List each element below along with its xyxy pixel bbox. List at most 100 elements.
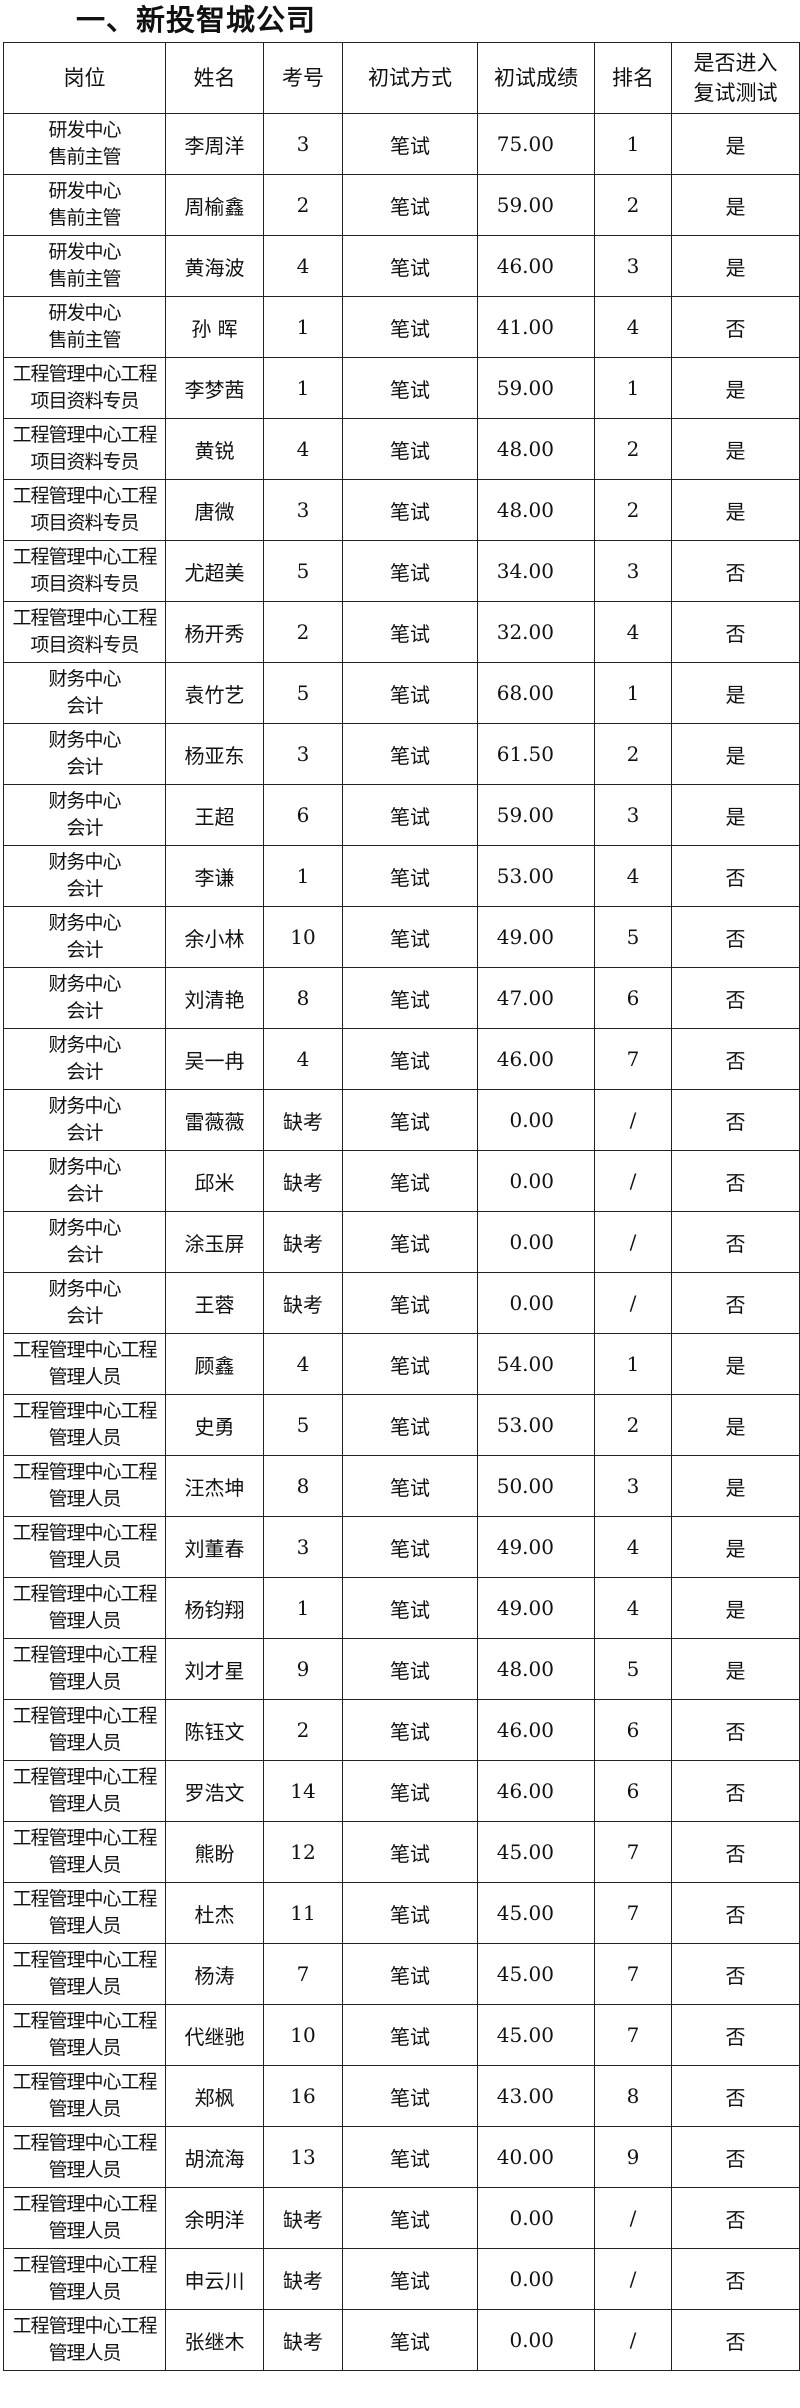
cell-method: 笔试 <box>342 723 478 785</box>
table-row: 工程管理中心工程管理人员 刘才星 9 笔试 48.00 5 是 <box>3 1638 800 1700</box>
cell-score: 0.00 <box>477 2309 595 2371</box>
table-row: 财务中心会计 雷薇薇 缺考 笔试 0.00/否 <box>3 1089 800 1151</box>
cell-name: 刘清艳 <box>165 967 264 1029</box>
cell-score: 46.00 <box>477 235 595 297</box>
cell-method: 笔试 <box>342 1882 478 1944</box>
cell-position: 工程管理中心工程管理人员 <box>3 1333 166 1395</box>
cell-exam-no: 8 <box>263 967 343 1029</box>
table-row: 工程管理中心工程管理人员 余明洋 缺考 笔试 0.00/否 <box>3 2187 800 2249</box>
cell-score: 34.00 <box>477 540 595 602</box>
cell-name: 杨涛 <box>165 1943 264 2005</box>
cell-rank: 7 <box>594 1028 672 1090</box>
cell-method: 笔试 <box>342 1699 478 1761</box>
table-row: 研发中心售前主管孙 晖 1 笔试 41.00 4 否 <box>3 296 800 358</box>
header-row: 岗位 姓名 考号 初试方式 初试成绩 排名 是否进入复试测试 <box>3 42 800 114</box>
cell-exam-no: 缺考 <box>263 1272 343 1334</box>
cell-position: 工程管理中心工程管理人员 <box>3 2187 166 2249</box>
cell-score: 45.00 <box>477 1943 595 2005</box>
cell-name: 周榆鑫 <box>165 174 264 236</box>
cell-score: 45.00 <box>477 1821 595 1883</box>
cell-advance: 是 <box>671 1394 800 1456</box>
cell-name: 孙 晖 <box>165 296 264 358</box>
cell-position: 研发中心售前主管 <box>3 235 166 297</box>
cell-advance: 是 <box>671 1455 800 1517</box>
table-row: 工程管理中心工程管理人员 张继木 缺考 笔试 0.00/否 <box>3 2309 800 2371</box>
cell-advance: 是 <box>671 1638 800 1700</box>
cell-rank: / <box>594 2248 672 2310</box>
cell-position: 工程管理中心工程项目资料专员 <box>3 357 166 419</box>
cell-position: 财务中心会计 <box>3 906 166 968</box>
cell-score: 59.00 <box>477 357 595 419</box>
cell-advance: 是 <box>671 1333 800 1395</box>
cell-name: 罗浩文 <box>165 1760 264 1822</box>
cell-advance: 否 <box>671 1089 800 1151</box>
cell-score: 0.00 <box>477 2248 595 2310</box>
cell-score: 48.00 <box>477 1638 595 1700</box>
table-row: 工程管理中心工程项目资料专员 尤超美 5 笔试 34.00 3 否 <box>3 540 800 602</box>
cell-advance: 否 <box>671 1943 800 2005</box>
cell-method: 笔试 <box>342 1394 478 1456</box>
cell-exam-no: 9 <box>263 1638 343 1700</box>
cell-exam-no: 3 <box>263 723 343 785</box>
cell-rank: 4 <box>594 601 672 663</box>
cell-name: 黄海波 <box>165 235 264 297</box>
header-name: 姓名 <box>165 42 264 114</box>
cell-method: 笔试 <box>342 1638 478 1700</box>
cell-method: 笔试 <box>342 1150 478 1212</box>
cell-exam-no: 16 <box>263 2065 343 2127</box>
cell-position: 工程管理中心工程管理人员 <box>3 1821 166 1883</box>
cell-exam-no: 14 <box>263 1760 343 1822</box>
cell-method: 笔试 <box>342 2187 478 2249</box>
cell-exam-no: 1 <box>263 845 343 907</box>
cell-exam-no: 缺考 <box>263 2248 343 2310</box>
cell-score: 59.00 <box>477 174 595 236</box>
table-row: 工程管理中心工程项目资料专员 唐微 3 笔试 48.00 2 是 <box>3 479 800 541</box>
header-rank: 排名 <box>594 42 672 114</box>
cell-rank: 1 <box>594 662 672 724</box>
cell-score: 45.00 <box>477 1882 595 1944</box>
cell-name: 刘才星 <box>165 1638 264 1700</box>
cell-advance: 是 <box>671 723 800 785</box>
cell-exam-no: 4 <box>263 235 343 297</box>
cell-exam-no: 缺考 <box>263 1211 343 1273</box>
cell-name: 史勇 <box>165 1394 264 1456</box>
cell-advance: 否 <box>671 2187 800 2249</box>
cell-position: 工程管理中心工程管理人员 <box>3 1455 166 1517</box>
cell-exam-no: 缺考 <box>263 2309 343 2371</box>
table-row: 工程管理中心工程管理人员 刘董春 3 笔试 49.00 4 是 <box>3 1516 800 1578</box>
section-title: 一、新投智城公司 <box>76 3 317 37</box>
cell-method: 笔试 <box>342 1943 478 2005</box>
cell-rank: / <box>594 1211 672 1273</box>
cell-name: 黄锐 <box>165 418 264 480</box>
cell-score: 0.00 <box>477 1089 595 1151</box>
cell-exam-no: 2 <box>263 174 343 236</box>
cell-name: 杨开秀 <box>165 601 264 663</box>
cell-rank: 6 <box>594 1760 672 1822</box>
cell-method: 笔试 <box>342 1333 478 1395</box>
cell-position: 工程管理中心工程管理人员 <box>3 2065 166 2127</box>
table-row: 工程管理中心工程管理人员 胡流海 13 笔试 40.00 9 否 <box>3 2126 800 2188</box>
cell-score: 59.00 <box>477 784 595 846</box>
cell-advance: 否 <box>671 2065 800 2127</box>
table-row: 财务中心会计 邱米 缺考 笔试 0.00/否 <box>3 1150 800 1212</box>
cell-method: 笔试 <box>342 296 478 358</box>
cell-score: 49.00 <box>477 906 595 968</box>
cell-name: 顾鑫 <box>165 1333 264 1395</box>
table-row: 工程管理中心工程管理人员 代继驰 10 笔试 45.00 7 否 <box>3 2004 800 2066</box>
cell-advance: 否 <box>671 1882 800 1944</box>
cell-name: 申云川 <box>165 2248 264 2310</box>
cell-name: 胡流海 <box>165 2126 264 2188</box>
header-score: 初试成绩 <box>477 42 595 114</box>
cell-score: 68.00 <box>477 662 595 724</box>
cell-rank: 1 <box>594 357 672 419</box>
cell-score: 61.50 <box>477 723 595 785</box>
table-row: 工程管理中心工程项目资料专员 杨开秀 2 笔试 32.00 4 否 <box>3 601 800 663</box>
cell-position: 工程管理中心工程管理人员 <box>3 2004 166 2066</box>
cell-score: 0.00 <box>477 2187 595 2249</box>
table-row: 研发中心售前主管 李周洋 3 笔试 75.00 1 是 <box>3 113 800 175</box>
cell-exam-no: 13 <box>263 2126 343 2188</box>
cell-position: 财务中心会计 <box>3 1211 166 1273</box>
cell-rank: 3 <box>594 540 672 602</box>
cell-exam-no: 5 <box>263 540 343 602</box>
cell-rank: / <box>594 2309 672 2371</box>
